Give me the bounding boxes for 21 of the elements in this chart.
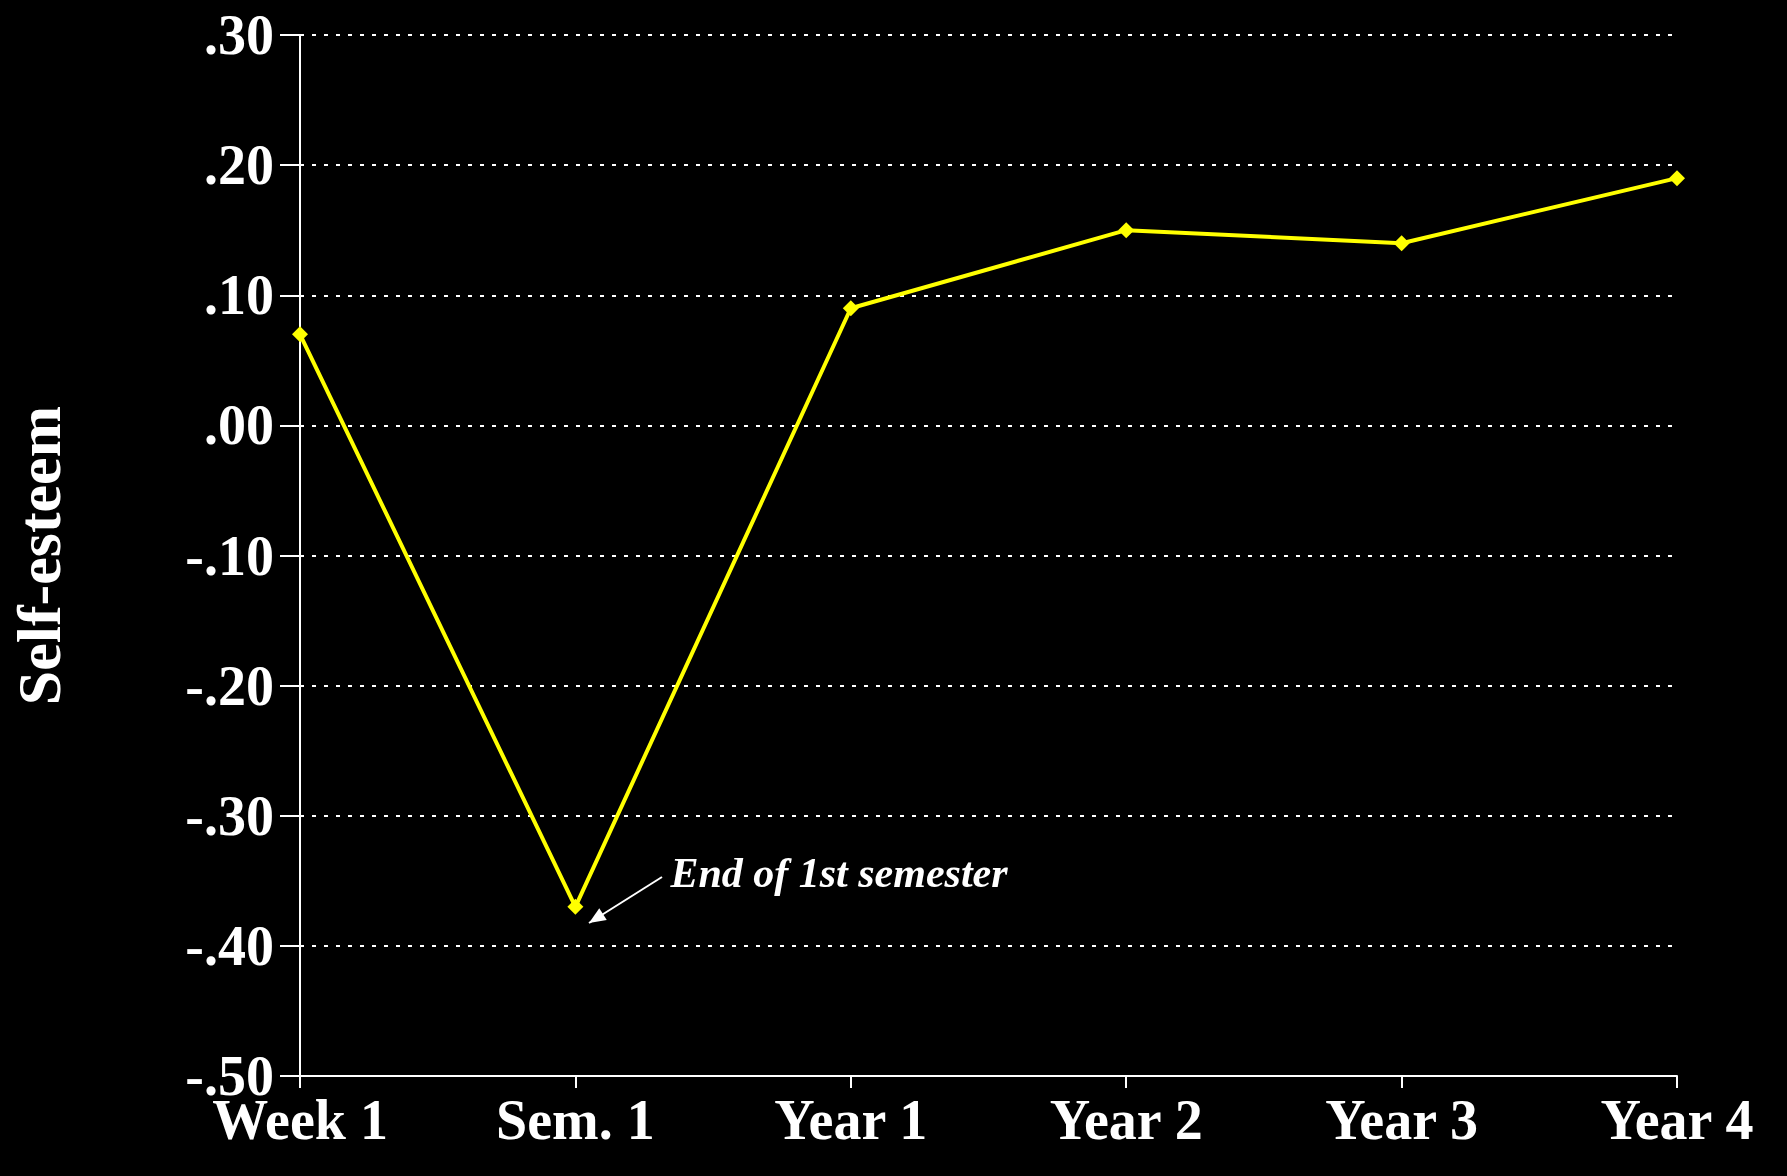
y-tick-label: -.10 <box>185 524 274 587</box>
y-tick-label: .10 <box>204 264 274 327</box>
annotation: End of 1st semester <box>670 848 1008 897</box>
point <box>1393 235 1410 252</box>
x-tick-label: Year 4 <box>1600 1089 1754 1151</box>
point <box>567 898 584 915</box>
x-tick-label: Year 2 <box>1049 1089 1203 1151</box>
y-tick-label: .00 <box>204 394 274 457</box>
x-tick-label: Sem. 1 <box>496 1089 655 1151</box>
y-tick-label: .30 <box>204 4 274 66</box>
y-tick-label: -.20 <box>185 654 274 717</box>
y-tick-label: -.30 <box>185 784 274 847</box>
point <box>1669 170 1685 187</box>
point <box>842 300 859 317</box>
y-tick-label: -.40 <box>185 914 274 977</box>
y-tick-label: .20 <box>204 134 274 197</box>
point <box>1118 222 1135 239</box>
point <box>292 326 308 343</box>
y-axis-title: Self-esteem <box>5 405 73 706</box>
x-tick-label: Year 3 <box>1325 1089 1479 1151</box>
x-tick-label: Year 1 <box>774 1089 928 1151</box>
